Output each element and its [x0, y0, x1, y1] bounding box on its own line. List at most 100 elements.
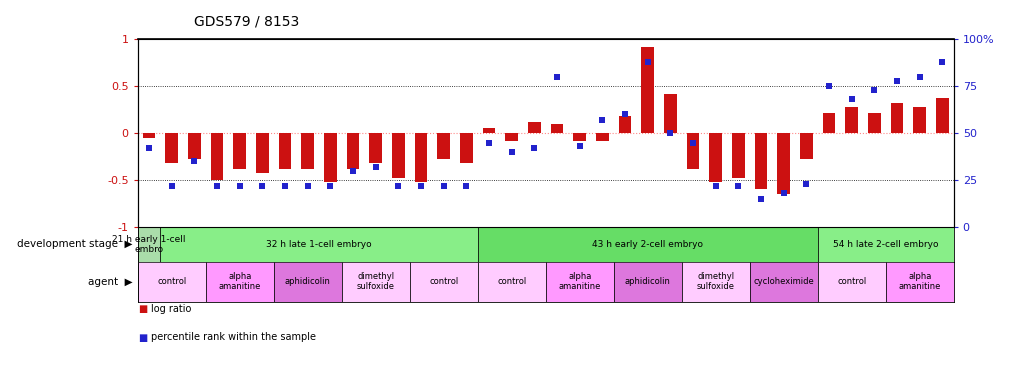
Point	[865, 87, 881, 93]
Text: ■: ■	[138, 333, 147, 342]
Bar	[884, 262, 953, 302]
Text: 54 h late 2-cell embryo: 54 h late 2-cell embryo	[833, 240, 937, 249]
Bar	[613, 262, 681, 302]
Point	[390, 183, 407, 189]
Point	[752, 196, 768, 202]
Point	[231, 183, 248, 189]
Text: control: control	[837, 277, 865, 286]
Text: dimethyl
sulfoxide: dimethyl sulfoxide	[357, 272, 394, 291]
Bar	[302, 133, 314, 169]
Bar	[138, 227, 160, 262]
Point	[458, 183, 474, 189]
Point	[141, 145, 157, 151]
Bar	[206, 262, 273, 302]
Point	[254, 183, 270, 189]
Point	[300, 183, 316, 189]
Point	[820, 83, 837, 89]
Bar	[437, 133, 449, 159]
Point	[933, 59, 950, 65]
Point	[344, 168, 361, 174]
Point	[413, 183, 429, 189]
Bar	[369, 133, 381, 163]
Point	[435, 183, 451, 189]
Bar	[573, 133, 585, 141]
Bar	[324, 133, 336, 182]
Point	[186, 158, 203, 164]
Bar	[187, 133, 201, 159]
Bar	[256, 133, 268, 172]
Point	[911, 74, 927, 80]
Bar	[460, 133, 472, 163]
Bar	[143, 133, 155, 138]
Bar	[410, 262, 477, 302]
Point	[661, 130, 678, 136]
Bar	[341, 262, 410, 302]
Bar	[663, 94, 676, 133]
Point	[503, 149, 520, 155]
Bar	[817, 227, 953, 262]
Point	[209, 183, 225, 189]
Bar	[641, 47, 653, 133]
Bar	[686, 133, 699, 169]
Bar	[619, 116, 631, 133]
Text: agent  ▶: agent ▶	[88, 277, 132, 287]
Text: ■: ■	[138, 304, 147, 314]
Bar	[505, 133, 518, 141]
Bar	[890, 103, 903, 133]
Text: aphidicolin: aphidicolin	[284, 277, 330, 286]
Bar	[817, 262, 884, 302]
Point	[798, 181, 814, 187]
Point	[322, 183, 338, 189]
Text: control: control	[496, 277, 526, 286]
Text: 43 h early 2-cell embryo: 43 h early 2-cell embryo	[592, 240, 702, 249]
Bar	[233, 133, 246, 169]
Point	[163, 183, 179, 189]
Point	[843, 96, 859, 102]
Text: dimethyl
sulfoxide: dimethyl sulfoxide	[696, 272, 734, 291]
Bar	[346, 133, 359, 169]
Bar	[477, 227, 817, 262]
Bar	[799, 133, 812, 159]
Point	[571, 143, 587, 149]
Bar	[273, 262, 341, 302]
Text: aphidicolin: aphidicolin	[625, 277, 669, 286]
Bar	[528, 122, 540, 133]
Bar	[211, 133, 223, 180]
Bar	[845, 107, 857, 133]
Point	[730, 183, 746, 189]
Text: cycloheximide: cycloheximide	[753, 277, 813, 286]
Text: control: control	[429, 277, 458, 286]
Text: GDS579 / 8153: GDS579 / 8153	[194, 14, 299, 28]
Bar	[935, 98, 948, 133]
Bar	[822, 112, 835, 133]
Bar	[867, 112, 879, 133]
Bar	[732, 133, 744, 178]
Bar	[681, 262, 749, 302]
Text: log ratio: log ratio	[151, 304, 192, 314]
Point	[639, 59, 655, 65]
Bar	[754, 133, 766, 189]
Bar	[550, 124, 562, 133]
Bar	[595, 133, 608, 141]
Point	[774, 190, 791, 196]
Text: development stage  ▶: development stage ▶	[17, 239, 132, 249]
Bar	[165, 133, 177, 163]
Bar	[138, 262, 206, 302]
Text: 32 h late 1-cell embryo: 32 h late 1-cell embryo	[266, 240, 372, 249]
Point	[548, 74, 565, 80]
Text: percentile rank within the sample: percentile rank within the sample	[151, 333, 316, 342]
Text: 21 h early 1-cell
embro: 21 h early 1-cell embro	[112, 235, 185, 254]
Point	[276, 183, 292, 189]
Point	[707, 183, 723, 189]
Bar	[477, 262, 545, 302]
Text: alpha
amanitine: alpha amanitine	[898, 272, 940, 291]
Point	[684, 140, 700, 146]
Bar	[482, 128, 495, 133]
Point	[367, 164, 383, 170]
Point	[616, 111, 633, 117]
Bar	[913, 107, 925, 133]
Bar	[545, 262, 613, 302]
Bar	[278, 133, 291, 169]
Bar	[391, 133, 405, 178]
Point	[526, 145, 542, 151]
